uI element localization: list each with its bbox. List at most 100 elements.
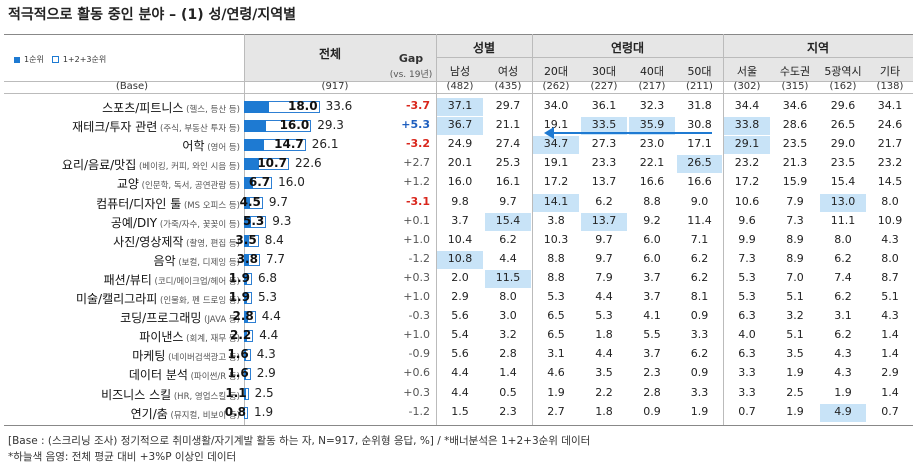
gap-value: -3.2	[405, 137, 430, 151]
table-cell: 8.0	[881, 251, 899, 265]
table-cell: 5.1	[786, 290, 804, 303]
table-cell: 2.7	[547, 404, 565, 418]
table-cell: 8.0	[834, 232, 852, 246]
table-cell: 7.3	[738, 251, 756, 265]
table-cell: 8.9	[786, 232, 804, 246]
category-name: 연기/춤	[130, 406, 168, 421]
table-cell: 1.8	[595, 328, 613, 342]
bar-first-fill	[244, 311, 248, 324]
header-gap: Gap	[398, 52, 424, 65]
category-label: 패션/뷰티 (코디/메이크업/헤어 등)	[4, 271, 240, 288]
table-cell: 34.0	[543, 99, 569, 112]
table-cell: 6.2	[834, 290, 852, 303]
gap-value: +1.0	[403, 290, 430, 303]
category-label: 비즈니스 스킬 (HR, 영업스킬 등)	[4, 386, 240, 403]
table-cell: 3.1	[547, 347, 565, 361]
table-cell: 3.5	[786, 347, 804, 361]
table-cell: 3.0	[499, 309, 517, 323]
table-cell: 4.3	[881, 232, 899, 246]
category-name: 미술/캘리그라피	[75, 292, 158, 306]
category-label: 교양 (인문학, 독서, 공연관람 등)	[4, 175, 240, 192]
bar-first-fill	[244, 368, 247, 381]
category-name: 요리/음료/맛집	[61, 158, 137, 173]
category-note: (영어 등)	[204, 143, 240, 154]
bar-all-value: 2.5	[254, 385, 274, 400]
table-cell: 3.3	[690, 385, 709, 399]
table-cell: 21.7	[877, 137, 903, 151]
category-name: 파이낸스	[139, 330, 184, 345]
bar-first-fill	[244, 196, 251, 209]
table-cell: 1.9	[547, 385, 565, 399]
table-cell: 1.4	[499, 366, 517, 380]
table-cell: 4.4	[451, 385, 469, 399]
bar-all-value: 7.7	[265, 251, 286, 266]
gap-value: +0.3	[403, 270, 430, 284]
bar-first-fill	[244, 349, 247, 362]
header-col: 남성	[449, 65, 471, 78]
category-name: 패션/뷰티	[103, 272, 152, 287]
highlight-cell	[820, 193, 866, 212]
header-col: 5광역시	[824, 65, 862, 78]
table-cell: 1.9	[690, 404, 709, 418]
table-cell: 1.8	[595, 404, 613, 418]
table-cell: 2.0	[451, 270, 469, 284]
highlight-cell	[629, 117, 675, 136]
header-col: 30대	[591, 65, 617, 78]
table-cell: 7.9	[595, 270, 613, 284]
page-title: 적극적으로 활동 중인 분야 – (1) 성/연령/지역별	[8, 7, 296, 23]
header-col: 20대	[543, 65, 569, 78]
base-col: (315)	[781, 81, 809, 92]
table-cell: 6.2	[499, 232, 517, 246]
table-cell: 2.9	[881, 366, 899, 380]
table-cell: 34.7	[543, 137, 569, 151]
table-cell: 23.5	[782, 137, 808, 151]
table-cell: 9.8	[451, 194, 469, 208]
table-cell: 10.6	[734, 194, 760, 208]
bar-all-value: 6.8	[257, 270, 278, 285]
base-col: (162)	[829, 81, 857, 92]
table-cell: 27.3	[591, 137, 617, 151]
header-col: 여성	[497, 65, 519, 78]
footer-note-1: [Base : (스크리닝 조사) 정기적으로 취미생활/자기계발 활동 하는 …	[8, 435, 591, 447]
table-cell: 3.8	[547, 213, 565, 227]
table-cell: 20.1	[447, 156, 473, 170]
table-cell: 3.7	[643, 270, 661, 284]
table-top-border	[4, 34, 913, 35]
table-cell: 6.2	[690, 251, 709, 265]
table-cell: 37.1	[447, 99, 473, 112]
table-cell: 6.0	[643, 232, 661, 246]
bar-all-value: 1.9	[254, 404, 274, 419]
table-cell: 3.7	[451, 213, 469, 227]
bar-first-value: 0.8	[224, 404, 246, 419]
category-name: 음악	[153, 253, 176, 268]
table-cell: 24.6	[877, 118, 903, 132]
gap-value: -0.9	[408, 347, 430, 361]
table-cell: 9.2	[643, 213, 661, 227]
base-col: (262)	[542, 81, 570, 92]
category-label: 파이낸스 (회계, 재무 등)	[4, 328, 240, 345]
legend: 1순위 1+2+3순위	[14, 54, 106, 65]
highlight-cell	[820, 403, 866, 422]
category-name: 재테크/투자 관련	[72, 120, 158, 135]
bar-first-fill	[244, 215, 252, 228]
base-total: (917)	[321, 81, 349, 92]
header-col: 수도권	[779, 65, 811, 78]
table-cell: 8.8	[547, 251, 565, 265]
table-cell: 5.3	[738, 270, 756, 284]
category-note: (코디/메이크업/헤어 등)	[151, 276, 240, 287]
table-cell: 23.0	[639, 137, 665, 151]
gap-value: +0.6	[403, 366, 430, 380]
bar-first-value: 5.3	[242, 213, 265, 228]
bar-first-value: 16.0	[279, 118, 310, 133]
category-note: (회계, 재무 등)	[183, 334, 240, 345]
table-cell: 6.2	[595, 194, 613, 208]
bar-all-value: 8.4	[264, 232, 284, 247]
table-cell: 17.1	[687, 137, 712, 151]
bar-all-value: 9.3	[272, 213, 292, 228]
table-cell: 34.6	[782, 99, 808, 112]
bar-first-value: 1.1	[225, 385, 247, 400]
base-col: (482)	[446, 81, 474, 92]
table-cell: 4.1	[643, 309, 661, 323]
table-cell: 16.6	[687, 175, 712, 189]
table-cell: 4.9	[834, 404, 852, 418]
